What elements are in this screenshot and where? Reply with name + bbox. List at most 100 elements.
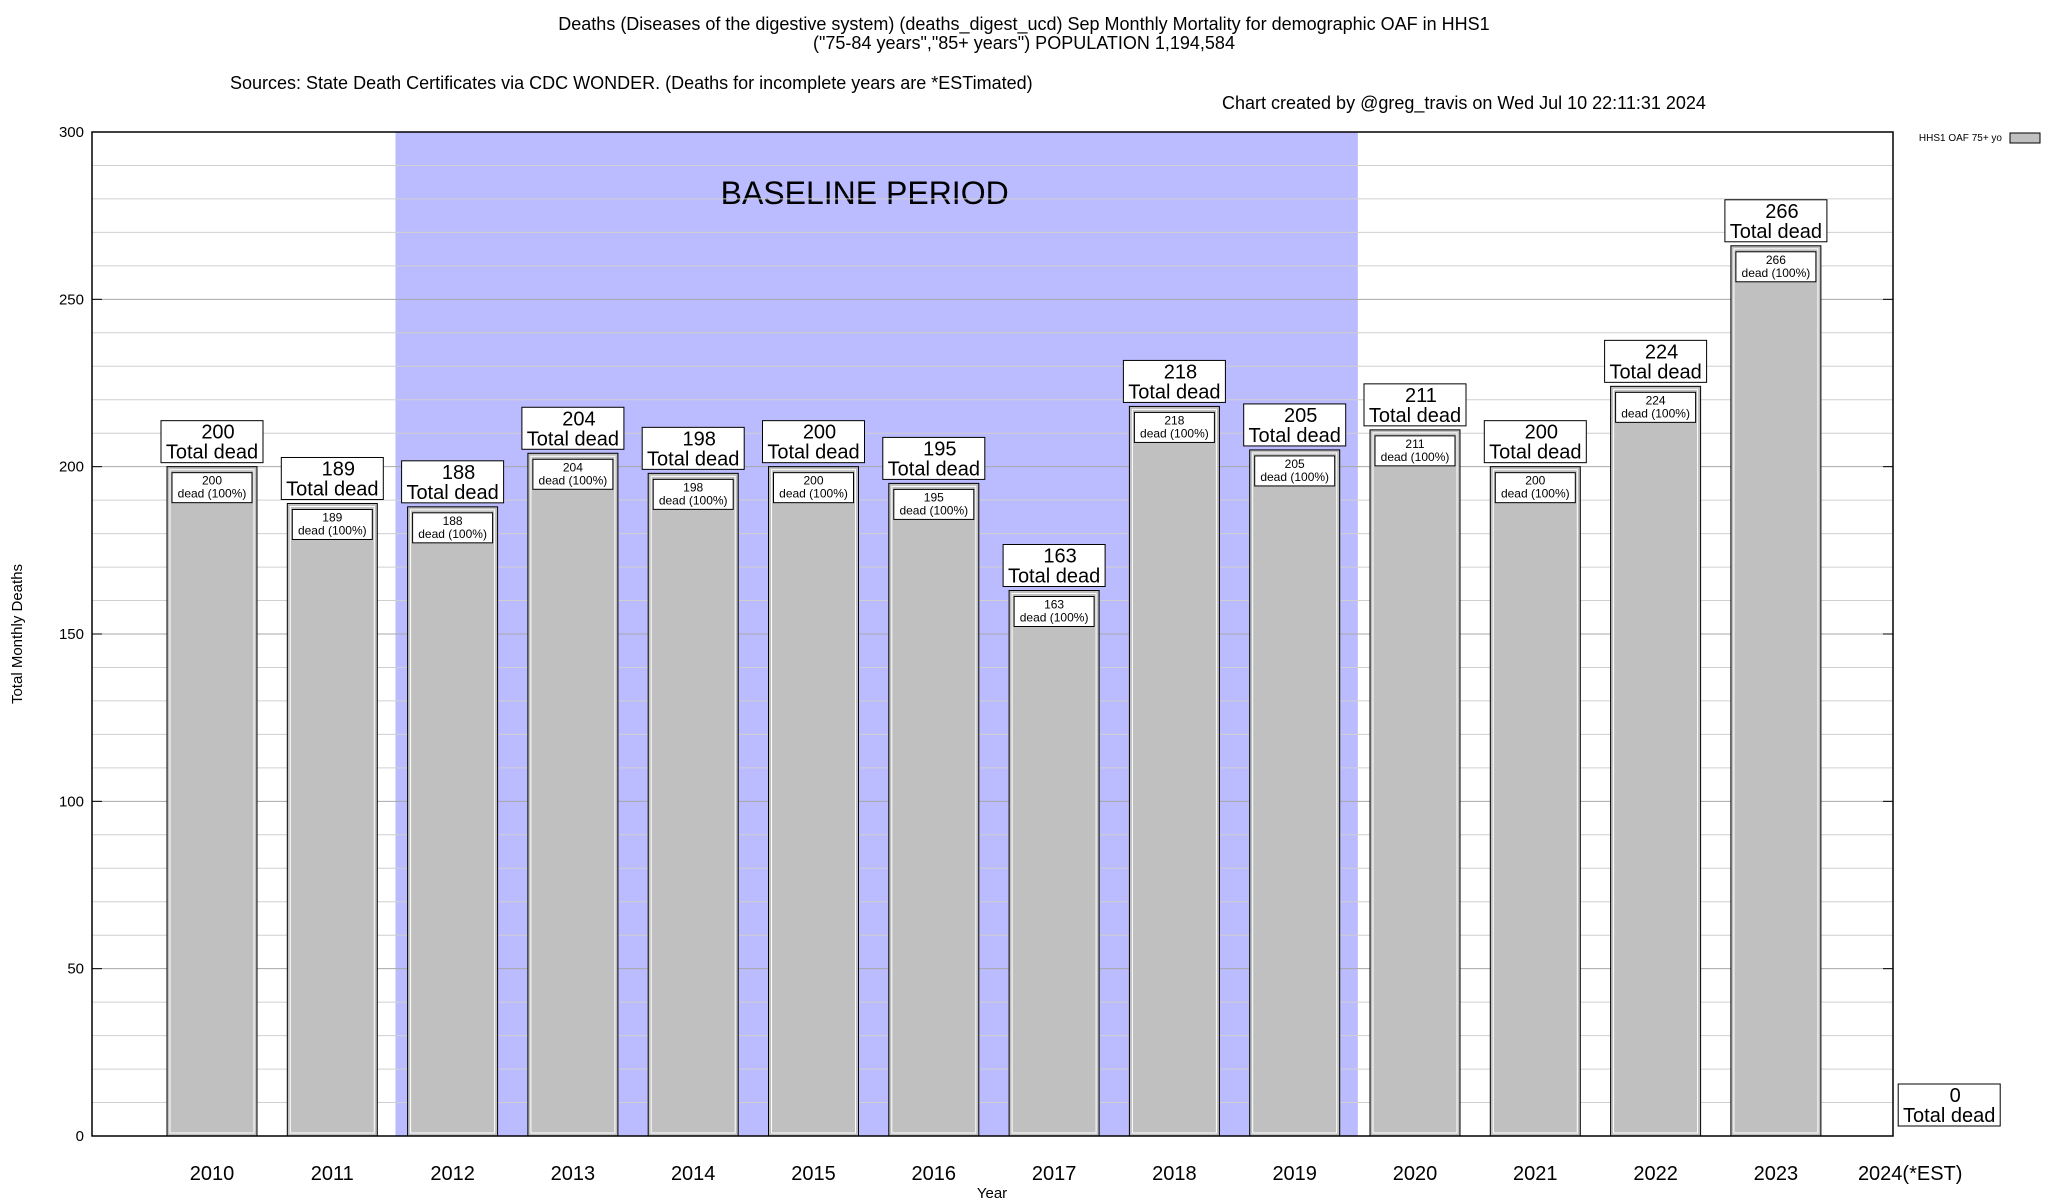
x-tick-label: 2012: [430, 1163, 475, 1185]
inner-label-box: [1013, 595, 1095, 627]
bar-total-label: Total dead: [527, 428, 619, 450]
x-tick-label: 2017: [1032, 1163, 1077, 1185]
inner-value-label: 218: [1164, 413, 1184, 427]
total-label-box: [1363, 383, 1467, 427]
chart-sources: Sources: State Death Certificates via CD…: [230, 73, 1033, 93]
bar-total-label: Total dead: [1730, 221, 1822, 243]
inner-label-box: [532, 458, 614, 490]
inner-label-box: [1615, 391, 1697, 423]
bar-value-label: 188: [442, 462, 475, 484]
x-tick-label: 2011: [311, 1163, 354, 1185]
bar-highlight: [1372, 432, 1458, 1134]
inner-label-box: [893, 488, 975, 520]
bar-2022: [1610, 385, 1702, 1137]
bar-total-label: Total dead: [1903, 1105, 1995, 1127]
chart-title: Deaths (Diseases of the digestive system…: [558, 14, 1490, 34]
inner-value-label: 266: [1766, 253, 1786, 267]
inner-dead-label: dead (100%): [1020, 610, 1089, 624]
chart-subtitle: ("75-84 years","85+ years") POPULATION 1…: [813, 33, 1235, 53]
bar-value-label: 0: [1950, 1085, 1961, 1107]
bar-total-label: Total dead: [286, 478, 378, 500]
baseline-period-label: BASELINE PERIOD: [721, 175, 1009, 211]
bar-value-label: 224: [1645, 341, 1678, 363]
legend-swatch: [2009, 132, 2041, 144]
bar-2011: [286, 502, 378, 1137]
bar-highlight: [410, 509, 496, 1134]
inner-label-box: [1254, 455, 1336, 487]
inner-dead-label: dead (100%): [1742, 266, 1811, 280]
inner-label-box: [1735, 251, 1817, 283]
bar-value-label: 218: [1164, 361, 1197, 383]
bar-total-label: Total dead: [647, 448, 739, 470]
bar-2020: [1369, 429, 1461, 1137]
inner-label-box: [1133, 411, 1215, 443]
bar-2012: [407, 506, 499, 1137]
bar-highlight: [1492, 469, 1578, 1134]
inner-dead-label: dead (100%): [539, 473, 608, 487]
bar-total-label: Total dead: [888, 458, 980, 480]
x-tick-label: 2019: [1272, 1163, 1317, 1185]
total-label-box: [1604, 339, 1708, 383]
x-tick-label: 2013: [551, 1163, 596, 1185]
chart-credit: Chart created by @greg_travis on Wed Jul…: [1222, 93, 1706, 113]
inner-dead-label: dead (100%): [1140, 426, 1209, 440]
y-axis-title: Total Monthly Deaths: [9, 564, 26, 704]
legend-label: HHS1 OAF 75+ yo: [1919, 133, 2003, 144]
x-tick-label: 2024(*EST): [1858, 1163, 1963, 1185]
bar-2023: [1730, 245, 1822, 1137]
inner-value-label: 204: [563, 460, 583, 474]
y-tick-label: 200: [59, 459, 84, 476]
total-label-box: [641, 426, 745, 470]
inner-value-label: 198: [683, 480, 703, 494]
y-tick-label: 300: [59, 124, 84, 141]
bar-value-label: 205: [1284, 405, 1317, 427]
y-tick-label: 100: [59, 793, 84, 810]
chart-source-line: Sources: State Death Certificates via CD…: [0, 53, 2048, 113]
inner-label-box: [412, 512, 494, 544]
x-tick-label: 2010: [190, 1163, 235, 1185]
inner-dead-label: dead (100%): [1381, 450, 1450, 464]
inner-dead-label: dead (100%): [1621, 406, 1690, 420]
inner-value-label: 189: [322, 510, 342, 524]
total-label-box: [1243, 403, 1347, 447]
bar-highlight: [891, 485, 977, 1134]
y-tick-label: 150: [59, 626, 84, 643]
inner-dead-label: dead (100%): [178, 487, 247, 501]
bar-2013: [527, 452, 619, 1137]
bar-value-label: 198: [683, 428, 716, 450]
bar-highlight: [1613, 388, 1699, 1134]
inner-value-label: 163: [1044, 597, 1064, 611]
inner-value-label: 188: [443, 514, 463, 528]
bar-value-label: 200: [201, 422, 234, 444]
inner-label-box: [773, 472, 854, 504]
bar-total-label: Total dead: [1128, 381, 1220, 403]
bar-2016: [888, 482, 980, 1137]
inner-dead-label: dead (100%): [1501, 487, 1570, 501]
bar-2014: [647, 472, 739, 1137]
total-label-box: [762, 420, 865, 464]
inner-value-label: 224: [1646, 393, 1666, 407]
bar-total-label: Total dead: [1489, 442, 1581, 464]
bar-2021: [1489, 466, 1581, 1137]
inner-value-label: 205: [1285, 457, 1305, 471]
bar-total-label: Total dead: [767, 442, 859, 464]
bar-2019: [1249, 449, 1341, 1137]
bar-total-label: Total dead: [1369, 405, 1461, 427]
total-label-box: [1897, 1083, 2001, 1127]
bar-highlight: [650, 475, 736, 1134]
total-label-box: [280, 456, 384, 500]
bar-value-label: 163: [1043, 545, 1076, 567]
inner-label-box: [171, 472, 253, 504]
x-tick-label: 2015: [791, 1163, 836, 1185]
bar-highlight: [530, 455, 616, 1134]
bar-2018: [1128, 405, 1220, 1137]
bar-value-label: 211: [1405, 385, 1437, 407]
bar-highlight: [1733, 248, 1819, 1134]
total-label-box: [1483, 420, 1587, 464]
total-label-box: [1002, 543, 1106, 587]
bar-2010: [166, 466, 258, 1137]
total-label-box: [1122, 359, 1226, 403]
bar-value-label: 200: [803, 422, 836, 444]
total-label-box: [521, 406, 625, 450]
